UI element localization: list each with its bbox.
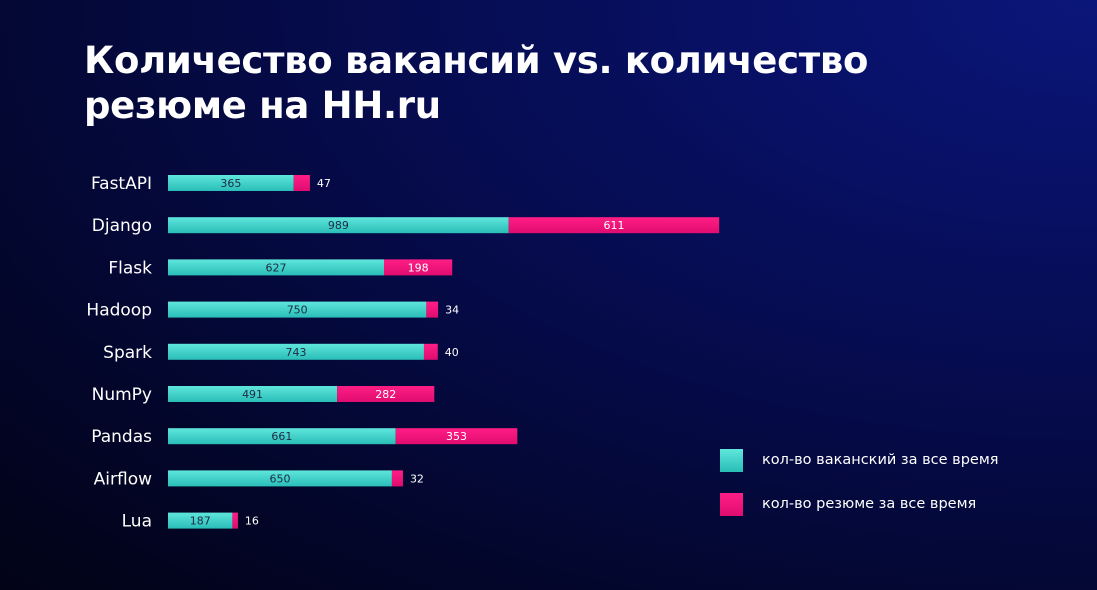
value-label-resumes-fastapi: 47 [317, 177, 331, 190]
chart-title: Количество вакансий vs. количество резюм… [84, 39, 869, 127]
value-label-resumes-numpy: 282 [375, 388, 396, 401]
category-label-flask: Flask [108, 258, 152, 278]
value-label-vacancies-pandas: 661 [271, 430, 292, 443]
value-label-resumes-django: 611 [603, 219, 624, 232]
bar-resumes-numpy [337, 386, 435, 402]
category-label-pandas: Pandas [91, 427, 152, 447]
legend-label-vacancies: кол-во ваканский за все время [762, 452, 999, 468]
value-label-vacancies-airflow: 650 [269, 472, 290, 485]
value-label-resumes-hadoop: 34 [445, 304, 459, 317]
value-label-resumes-airflow: 32 [410, 472, 424, 485]
bar-resumes-flask [384, 259, 453, 276]
bar-vacancies-hadoop [168, 301, 427, 318]
value-label-vacancies-fastapi: 365 [220, 177, 241, 190]
bar-resumes-spark [423, 343, 438, 360]
value-label-resumes-flask: 198 [408, 261, 429, 274]
value-label-vacancies-django: 989 [328, 219, 349, 232]
bars-group: FastAPI 365 47 Django 989 611 Flask 627 198 Hadoo… [86, 174, 720, 532]
bar-resumes-airflow [391, 470, 403, 487]
bar-resumes-pandas [395, 428, 518, 445]
bar-vacancies-numpy [168, 386, 338, 402]
bar-vacancies-airflow [168, 470, 392, 487]
value-label-resumes-spark: 40 [445, 346, 459, 359]
bar-vacancies-spark [168, 343, 424, 360]
value-label-vacancies-spark: 743 [285, 346, 306, 359]
bar-resumes-hadoop [426, 301, 439, 318]
category-label-django: Django [92, 216, 152, 236]
legend-item-vacancies: кол-во ваканский за все время [720, 447, 998, 473]
bar-resumes-fastapi [293, 175, 310, 191]
category-label-hadoop: Hadoop [86, 301, 152, 321]
bar-vacancies-fastapi [168, 175, 294, 191]
category-label-fastapi: FastAPI [91, 174, 152, 194]
bar-resumes-lua [232, 512, 238, 529]
value-label-resumes-lua: 16 [245, 515, 259, 528]
bar-vacancies-lua [168, 512, 233, 529]
value-label-resumes-pandas: 353 [446, 430, 467, 443]
value-label-vacancies-flask: 627 [266, 261, 287, 274]
legend-swatch-resumes [720, 492, 743, 516]
legend-label-resumes: кол-во резюме за все время [762, 496, 977, 512]
category-label-lua: Lua [122, 512, 152, 532]
value-label-vacancies-hadoop: 750 [287, 304, 308, 317]
bar-vacancies-pandas [168, 428, 396, 445]
category-label-numpy: NumPy [92, 385, 152, 405]
value-label-vacancies-numpy: 491 [242, 388, 263, 401]
legend-item-resumes: кол-во резюме за все время [720, 491, 998, 517]
bar-vacancies-django [168, 217, 509, 234]
category-label-airflow: Airflow [94, 469, 152, 489]
legend-swatch-vacancies [720, 448, 743, 472]
bar-resumes-django [508, 217, 720, 234]
value-label-vacancies-lua: 187 [190, 515, 211, 528]
category-label-spark: Spark [103, 343, 152, 363]
bar-vacancies-flask [168, 259, 385, 276]
legend: кол-во ваканский за все время кол-во рез… [720, 447, 998, 535]
